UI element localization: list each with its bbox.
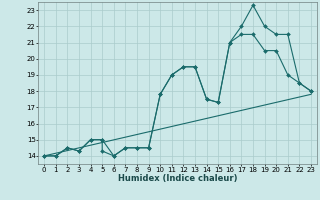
X-axis label: Humidex (Indice chaleur): Humidex (Indice chaleur) (118, 174, 237, 183)
